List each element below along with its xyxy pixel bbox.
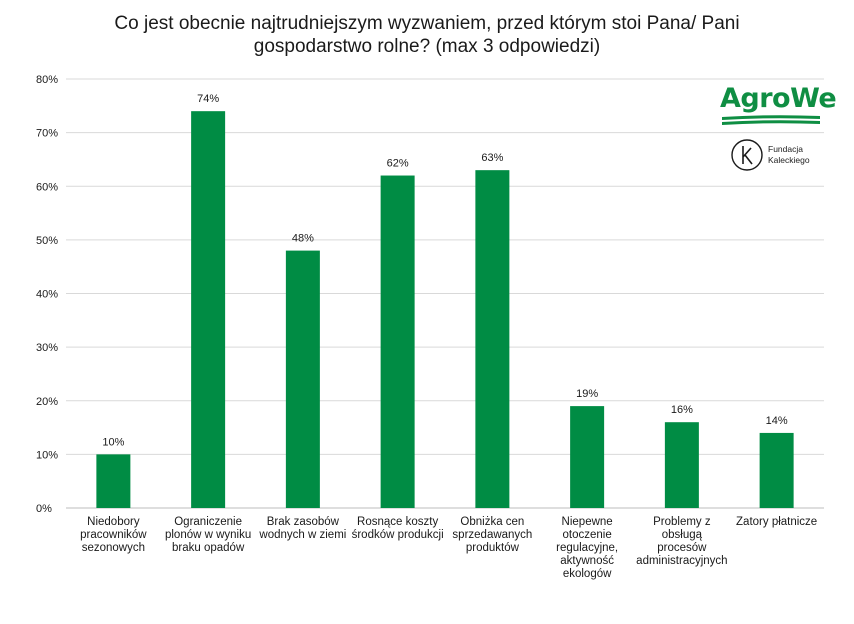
x-tick-label: Obniżka cen sprzedawanych produktów — [444, 516, 540, 555]
x-tick-label: Zatory płatnicze — [729, 516, 825, 529]
bar — [759, 432, 794, 508]
x-tick-label-line: sezonowych — [81, 542, 146, 554]
bar — [475, 170, 510, 508]
bar — [664, 422, 699, 508]
x-tick-label-line: administracyjnych — [636, 555, 728, 567]
data-label: 16% — [671, 404, 693, 416]
x-tick-label-line: Niedobory — [87, 516, 140, 528]
x-tick-label-line: Obniżka cen — [460, 516, 525, 528]
x-tick-label-line: ekologów — [562, 568, 612, 580]
bar — [380, 175, 415, 508]
data-label: 14% — [766, 415, 788, 427]
fundacja-kaleckiego-text: Fundacja Kaleckiego — [768, 144, 810, 166]
bar — [191, 111, 226, 509]
fundacja-line-2: Kaleckiego — [768, 155, 810, 165]
data-label: 74% — [197, 93, 219, 105]
y-tick-label: 40% — [36, 289, 58, 301]
x-tick-label-line: Ograniczenie — [174, 516, 242, 528]
agrowe-logo-text: AgroWe — [720, 83, 837, 114]
x-tick-label: Problemy z obsługą procesów administracyjny… — [634, 516, 730, 568]
fundacja-kaleckiego-logo: Fundacja Kaleckiego — [730, 138, 830, 174]
agrowe-logo-stripes — [722, 115, 820, 125]
data-label: 62% — [387, 158, 409, 170]
bar — [570, 406, 605, 508]
chart-title-line-1: Co jest obecnie najtrudniejszym wyzwanie… — [114, 13, 740, 34]
fundacja-k-icon — [731, 139, 763, 171]
x-tick-label-line: plonów w wyniku — [164, 529, 252, 541]
fundacja-line-1: Fundacja — [768, 144, 803, 154]
x-tick-label-line: otoczenie — [562, 529, 612, 541]
x-tick-label-line: pracowników — [80, 529, 147, 541]
x-tick-label-line: procesów — [657, 542, 707, 554]
y-tick-label: 0% — [36, 503, 52, 515]
x-tick-label-line: produktów — [465, 542, 519, 554]
y-tick-label: 80% — [36, 74, 58, 86]
x-tick-label-line: sprzedawanych — [452, 529, 533, 541]
agrowe-logo: AgroWe — [720, 83, 837, 133]
data-label: 48% — [292, 233, 314, 245]
x-tick-label-line: wodnych w ziemi — [259, 529, 347, 541]
data-label: 19% — [576, 388, 598, 400]
y-tick-label: 60% — [36, 181, 58, 193]
x-tick-label: Ograniczenie plonów w wyniku braku opadów — [160, 516, 256, 555]
bar — [285, 250, 320, 508]
y-tick-label: 70% — [36, 128, 58, 140]
x-tick-label: Niedobory pracowników sezonowych — [65, 516, 161, 555]
x-tick-label-line: regulacyjne, — [556, 542, 619, 554]
x-tick-label: Niepewne otoczenie regulacyjne, aktywność ek… — [539, 516, 635, 581]
data-label: 63% — [481, 152, 503, 164]
x-tick-label: Brak zasobów wodnych w ziemi — [255, 516, 351, 542]
y-tick-label: 30% — [36, 342, 58, 354]
x-tick-label-line: obsługą — [661, 529, 703, 541]
bar — [96, 454, 131, 508]
y-tick-label: 20% — [36, 396, 58, 408]
x-tick-label: Rosnące koszty środków produkcji — [350, 516, 446, 542]
chart-title-line-2: gospodarstwo rolne? (max 3 odpowiedzi) — [253, 36, 601, 57]
x-tick-label-line: Problemy z — [653, 516, 711, 528]
x-tick-label-line: aktywność — [560, 555, 614, 567]
chart-title: Co jest obecnie najtrudniejszym wyzwanie… — [80, 12, 774, 58]
x-tick-label-line: Brak zasobów — [266, 516, 339, 528]
x-tick-label-line: Rosnące koszty — [357, 516, 439, 528]
x-tick-label-line: Niepewne — [561, 516, 613, 528]
data-label: 10% — [102, 436, 124, 448]
y-tick-label: 50% — [36, 235, 58, 247]
x-tick-label-line: Zatory płatnicze — [736, 516, 818, 528]
y-tick-label: 10% — [36, 449, 58, 461]
x-tick-label-line: braku opadów — [172, 542, 245, 554]
x-tick-label-line: środków produkcji — [351, 529, 444, 541]
